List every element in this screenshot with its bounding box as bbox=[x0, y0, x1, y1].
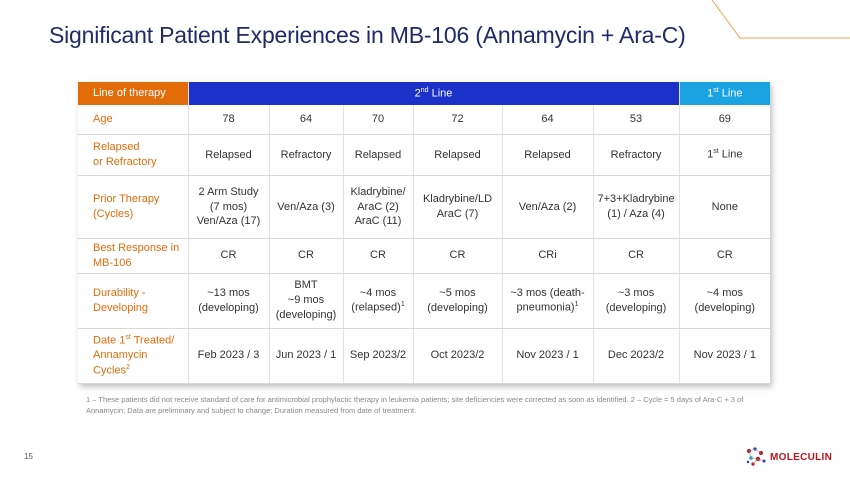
table-cell: Refractory bbox=[592, 134, 680, 176]
table-cell: 64 bbox=[501, 105, 593, 135]
table-cell: ~5 mos (developing) bbox=[412, 273, 502, 329]
table-cell: 7+3+Kladrybine (1) / Aza (4) bbox=[592, 175, 680, 239]
table-cell: 72 bbox=[412, 105, 502, 135]
table-cell: Sep 2023/2 bbox=[342, 328, 413, 384]
table-cell: Dec 2023/2 bbox=[592, 328, 680, 384]
table-cell: CR bbox=[592, 238, 680, 274]
row-label: Date 1st Treated/Annamycin Cycles2 bbox=[78, 328, 188, 384]
row-label: Best Response in MB-106 bbox=[78, 238, 188, 274]
page-number: 15 bbox=[24, 452, 33, 461]
second-line-header: 2nd Line bbox=[187, 82, 680, 105]
table-cell: Relapsed bbox=[412, 134, 502, 176]
table-cell: None bbox=[678, 175, 771, 239]
table-cell: ~4 mos (developing) bbox=[678, 273, 771, 329]
row-label: Relapsed or Refractory bbox=[78, 134, 188, 176]
durability-row: Durability - Developing ~13 mos (developin… bbox=[78, 273, 771, 329]
table-cell: BMT ~9 mos (developing) bbox=[268, 273, 343, 329]
table-cell: Relapsed bbox=[187, 134, 269, 176]
table-cell: 78 bbox=[187, 105, 269, 135]
logo-text: MOLECULIN bbox=[770, 451, 833, 463]
table-cell: Feb 2023 / 3 bbox=[187, 328, 269, 384]
table-cell: ~13 mos (developing) bbox=[187, 273, 269, 329]
table-cell: Jun 2023 / 1 bbox=[268, 328, 343, 384]
row-label: Durability - Developing bbox=[78, 273, 188, 329]
best-response-row: Best Response in MB-106 CR CR CR CR CRi C… bbox=[78, 238, 771, 274]
footnote: 1 – These patients did not receive stand… bbox=[86, 395, 744, 415]
row-label: Age bbox=[78, 105, 188, 135]
table-cell: 69 bbox=[678, 105, 771, 135]
table-cell: 1st Line bbox=[678, 134, 771, 176]
relapsed-row: Relapsed or Refractory Relapsed Refractor… bbox=[78, 134, 771, 176]
table-cell: CR bbox=[268, 238, 343, 274]
table-cell: CR bbox=[342, 238, 413, 274]
table-cell: Nov 2023 / 1 bbox=[501, 328, 593, 384]
date-treated-row: Date 1st Treated/Annamycin Cycles2 Feb 2… bbox=[78, 328, 771, 384]
table-cell: 2 Arm Study (7 mos) Ven/Aza (17) bbox=[187, 175, 269, 239]
first-line-header: 1st Line bbox=[678, 82, 771, 105]
prior-therapy-row: Prior Therapy (Cycles) 2 Arm Study (7 mos)… bbox=[78, 175, 771, 239]
table-cell: CRi bbox=[501, 238, 593, 274]
patient-table: Line of therapy 2nd Line 1st Line Age 78… bbox=[78, 82, 771, 384]
table-cell: Kladrybine/AraC (2) AraC (11) bbox=[342, 175, 413, 239]
table-cell: ~3 mos (death-pneumonia)1 bbox=[501, 273, 593, 329]
table-cell: CR bbox=[678, 238, 771, 274]
age-row: Age 78 64 70 72 64 53 69 bbox=[78, 105, 771, 135]
row-label: Prior Therapy (Cycles) bbox=[78, 175, 188, 239]
table-cell: CR bbox=[187, 238, 269, 274]
molecule-icon bbox=[746, 447, 766, 466]
table-cell: Relapsed bbox=[342, 134, 413, 176]
table-cell: CR bbox=[412, 238, 502, 274]
header-row: Line of therapy 2nd Line 1st Line bbox=[78, 82, 771, 105]
table-cell: Kladrybine/LD AraC (7) bbox=[412, 175, 502, 239]
table-cell: Oct 2023/2 bbox=[412, 328, 502, 384]
table-cell: 64 bbox=[268, 105, 343, 135]
table-cell: 53 bbox=[592, 105, 680, 135]
table-cell: Ven/Aza (2) bbox=[501, 175, 593, 239]
table-cell: Refractory bbox=[268, 134, 343, 176]
table-cell: ~4 mos (relapsed)1 bbox=[342, 273, 413, 329]
table-cell: ~3 mos (developing) bbox=[592, 273, 680, 329]
table-cell: Ven/Aza (3) bbox=[268, 175, 343, 239]
table-cell: 70 bbox=[342, 105, 413, 135]
table-cell: Relapsed bbox=[501, 134, 593, 176]
page-title: Significant Patient Experiences in MB-10… bbox=[49, 22, 686, 48]
line-of-therapy-label: Line of therapy bbox=[78, 82, 188, 105]
table-cell: Nov 2023 / 1 bbox=[678, 328, 771, 384]
company-logo: MOLECULIN bbox=[745, 447, 832, 467]
